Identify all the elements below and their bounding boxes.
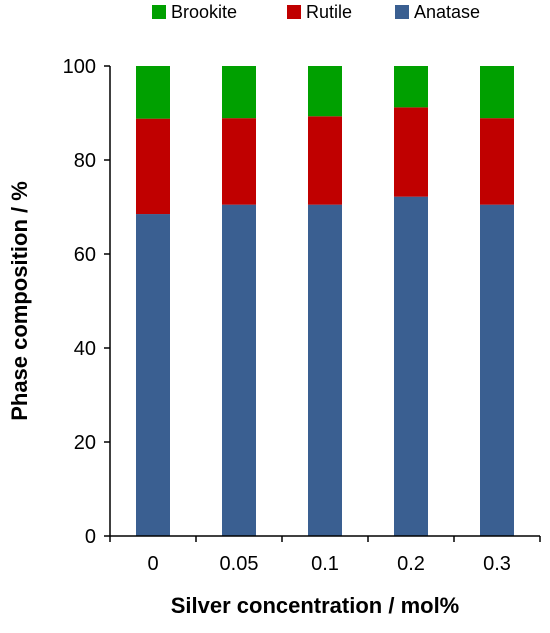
legend-swatch-rutile	[287, 5, 301, 19]
y-axis-label: Phase composition / %	[7, 181, 32, 421]
y-tick-label: 20	[74, 432, 96, 454]
legend-swatch-anatase	[395, 5, 409, 19]
x-axis-ticks: 0 0.05 0.1 0.2 0.3	[109, 536, 541, 575]
bar-anatase-0.1	[308, 204, 342, 536]
legend-swatch-brookite	[152, 5, 166, 19]
plot-area: 0 20 40 60 80 100 0 0.05 0.1 0.2 0.3	[63, 56, 541, 575]
bar-rutile-0	[136, 118, 170, 215]
bars	[136, 66, 514, 537]
x-tick-label: 0.2	[397, 553, 425, 575]
legend-label-rutile: Rutile	[306, 2, 352, 22]
bar-anatase-0	[136, 214, 170, 537]
y-tick-label: 100	[63, 56, 96, 78]
y-tick-label: 80	[74, 150, 96, 172]
x-tick-label: 0	[147, 553, 158, 575]
bar-rutile-0.2	[394, 107, 428, 197]
x-axis-label: Silver concentration / mol%	[171, 593, 460, 618]
legend-label-anatase: Anatase	[414, 2, 480, 22]
bar-brookite-0.05	[222, 66, 256, 119]
bar-rutile-0.05	[222, 118, 256, 205]
y-tick-label: 40	[74, 338, 96, 360]
legend-label-brookite: Brookite	[171, 2, 237, 22]
bar-brookite-0	[136, 66, 170, 119]
bar-brookite-0.3	[480, 66, 514, 119]
bar-anatase-0.2	[394, 196, 428, 536]
bar-brookite-0.2	[394, 66, 428, 108]
bar-anatase-0.3	[480, 204, 514, 536]
bar-rutile-0.3	[480, 118, 514, 205]
x-tick-label: 0.05	[220, 553, 259, 575]
y-axis-ticks: 0 20 40 60 80 100	[63, 56, 110, 548]
legend: Brookite Rutile Anatase	[152, 2, 480, 22]
bar-rutile-0.1	[308, 116, 342, 205]
y-tick-label: 60	[74, 244, 96, 266]
y-tick-label: 0	[85, 526, 96, 548]
bar-brookite-0.1	[308, 66, 342, 117]
x-tick-label: 0.1	[311, 553, 339, 575]
bar-anatase-0.05	[222, 204, 256, 536]
x-tick-label: 0.3	[483, 553, 511, 575]
